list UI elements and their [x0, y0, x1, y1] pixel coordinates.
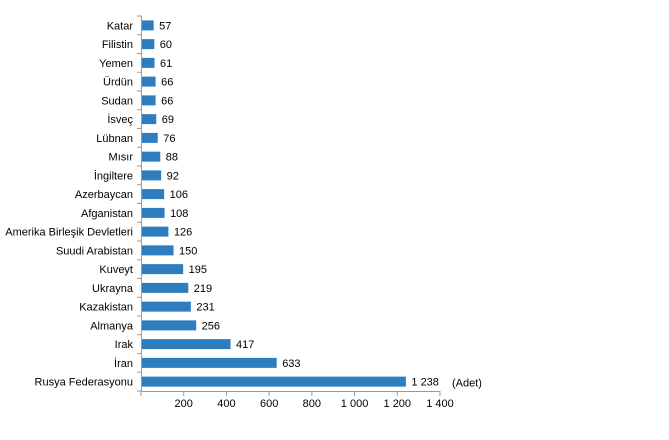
bar: [141, 226, 169, 237]
category-label: Kuveyt: [99, 264, 133, 276]
category-label: Yemen: [99, 58, 133, 70]
unit-label: (Adet): [452, 378, 482, 390]
category-label: Rusya Federasyonu: [35, 377, 133, 389]
x-tick-label: 1 000: [341, 398, 369, 410]
bars: [141, 20, 406, 387]
bar: [141, 320, 197, 331]
bar: [141, 151, 161, 162]
data-label: 60: [160, 39, 172, 51]
data-label: 76: [163, 133, 175, 145]
data-label: 92: [167, 170, 179, 182]
category-label: Irak: [115, 339, 134, 351]
value-labels: 57 60 61 66 66 69 76 88 92 106 108 126 150 195 219 231 2…: [159, 20, 439, 388]
x-axis-ticks: 200 400 600 800 1 000 1 200 1 400: [137, 15, 454, 410]
category-label: Filistin: [102, 39, 133, 51]
bar: [141, 376, 406, 387]
bar: [141, 301, 191, 312]
category-label: İngiltere: [94, 169, 133, 182]
data-label: 66: [161, 95, 173, 107]
x-tick-label: 400: [217, 398, 235, 410]
category-label: Mısır: [109, 152, 134, 164]
bar: [141, 339, 231, 350]
category-label: Ürdün: [103, 77, 133, 89]
bar: [141, 57, 155, 68]
category-label: İsveç: [107, 113, 133, 126]
bar: [141, 207, 165, 218]
category-label: Ukrayna: [92, 283, 134, 295]
bar: [141, 170, 162, 181]
bar: [141, 114, 157, 125]
data-label: 126: [174, 227, 192, 239]
data-label: 256: [202, 320, 220, 332]
data-label: 106: [170, 189, 188, 201]
data-label: 150: [179, 245, 197, 257]
bar: [141, 357, 277, 368]
category-label: Suudi Arabistan: [56, 245, 133, 257]
category-label: Amerika Birleşik Devletleri: [5, 227, 133, 239]
bar: [141, 76, 156, 87]
axes: [141, 16, 440, 392]
x-tick-label: 1 200: [384, 398, 412, 410]
bar: [141, 132, 158, 143]
bar: [141, 39, 155, 50]
x-tick-label: 800: [303, 398, 321, 410]
category-label: Azerbaycan: [75, 189, 133, 201]
data-label: 61: [160, 58, 172, 70]
bar: [141, 20, 154, 31]
data-label: 66: [161, 77, 173, 89]
data-label: 69: [162, 114, 174, 126]
data-label: 108: [170, 208, 188, 220]
category-label: Sudan: [101, 95, 133, 107]
category-label: Almanya: [90, 320, 134, 332]
bar: [141, 282, 189, 293]
category-label: Afganistan: [81, 208, 133, 220]
bar: [141, 189, 165, 200]
bar: [141, 95, 156, 106]
data-label: 417: [236, 339, 254, 351]
data-label: 1 238: [411, 377, 439, 389]
data-label: 88: [166, 152, 178, 164]
category-label: Kazakistan: [79, 302, 133, 314]
bar: [141, 245, 174, 256]
data-label: 219: [194, 283, 212, 295]
data-label: 195: [189, 264, 207, 276]
x-tick-label: 200: [175, 398, 193, 410]
category-label: İran: [114, 357, 133, 370]
category-label: Lübnan: [96, 133, 133, 145]
bar: [141, 264, 184, 275]
data-label: 57: [159, 20, 171, 32]
category-label: Katar: [107, 20, 134, 32]
category-labels: Katar Filistin Yemen Ürdün Sudan İsveç Lübnan M…: [5, 20, 134, 388]
data-label: 231: [196, 302, 214, 314]
data-label: 633: [282, 358, 300, 370]
x-tick-label: 600: [260, 398, 278, 410]
x-tick-label: 1 400: [426, 398, 454, 410]
